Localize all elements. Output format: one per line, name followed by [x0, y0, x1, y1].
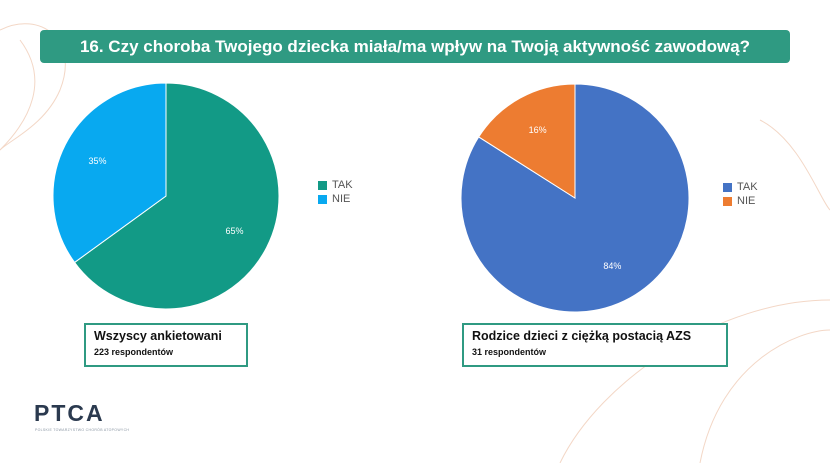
legend-label: NIE	[737, 195, 756, 207]
legend-item-nie: NIE	[318, 192, 353, 206]
legend-all: TAK NIE	[318, 178, 353, 206]
ptca-logo-tagline: POLSKIE TOWARZYSTWO CHORÓB ATOPOWYCH	[35, 428, 130, 432]
pie-data-label: 84%	[603, 261, 621, 271]
legend-swatch	[318, 180, 327, 190]
legend-label: TAK	[332, 179, 353, 191]
legend-swatch	[723, 182, 732, 192]
legend-swatch	[318, 194, 327, 204]
caption-respondents: 223 respondentów	[94, 347, 174, 357]
legend-label: NIE	[332, 193, 351, 205]
legend-swatch	[723, 196, 732, 206]
caption-title: Rodzice dzieci z ciężką postacią AZS	[472, 329, 692, 343]
pie-slice-tak	[73, 82, 280, 310]
legend-severe-azs: TAK NIE	[723, 180, 758, 208]
caption-title: Wszyscy ankietowani	[94, 329, 222, 343]
pie-data-label: 65%	[225, 226, 243, 236]
caption-respondents: 31 respondentów	[472, 347, 547, 357]
pie-slice-nie	[478, 83, 576, 199]
question-title: 16. Czy choroba Twojego dziecka miała/ma…	[40, 30, 790, 63]
ptca-logo: PTCA	[34, 400, 105, 426]
legend-item-tak: TAK	[723, 180, 758, 194]
pie-chart-all: 65% 35%	[52, 82, 280, 310]
legend-label: TAK	[737, 181, 758, 193]
caption-all: Wszyscy ankietowani 223 respondentów	[84, 323, 248, 367]
legend-item-tak: TAK	[318, 178, 353, 192]
pie-data-label: 16%	[529, 125, 547, 135]
pie-slice-nie	[52, 82, 167, 264]
pie-data-label: 35%	[89, 156, 107, 166]
pie-chart-severe-azs: 84% 16%	[460, 83, 690, 313]
legend-item-nie: NIE	[723, 194, 758, 208]
caption-severe-azs: Rodzice dzieci z ciężką postacią AZS 31 …	[462, 323, 728, 367]
